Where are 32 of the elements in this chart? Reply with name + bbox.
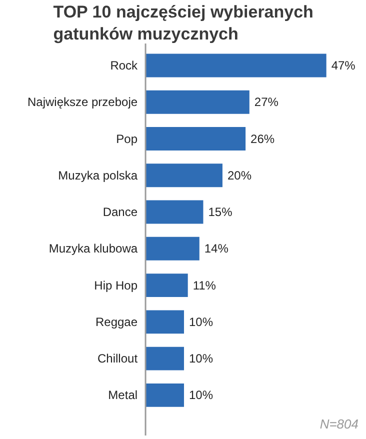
chart-title: TOP 10 najczęściej wybieranych gatunków muzycznych [53,2,314,44]
bar [146,90,250,114]
y-tick-label: Reggae [95,314,138,329]
y-tick-label: Muzyka polska [58,168,138,182]
y-tick-label: Dance [102,205,138,220]
annotation: N=804 [320,416,358,432]
y-tick-label: Pop [116,132,138,146]
data-label: 10% [189,314,214,329]
data-label: 26% [250,132,275,146]
y-tick-label: Największe przeboje [27,95,138,110]
bar [146,127,246,150]
bar [146,383,184,407]
y-tick-label: Chillout [98,352,138,366]
bar [146,346,184,370]
data-label: 27% [254,95,279,110]
data-label: 10% [189,352,214,366]
data-label: 11% [192,278,216,292]
data-label: 14% [204,242,229,256]
bar [146,164,222,188]
y-tick-label: Hip Hop [94,278,138,292]
y-tick-label: Rock [110,58,139,72]
y-tick-label: Metal [108,388,138,402]
data-label: 20% [227,168,252,182]
data-label: 15% [208,205,233,220]
data-label: 47% [331,58,356,72]
bar [146,54,326,78]
bar [146,310,184,334]
bar [146,200,204,224]
bar [146,236,200,260]
y-tick-label: Muzyka klubowa [48,242,138,256]
bar [146,274,188,298]
data-label: 10% [189,388,214,402]
